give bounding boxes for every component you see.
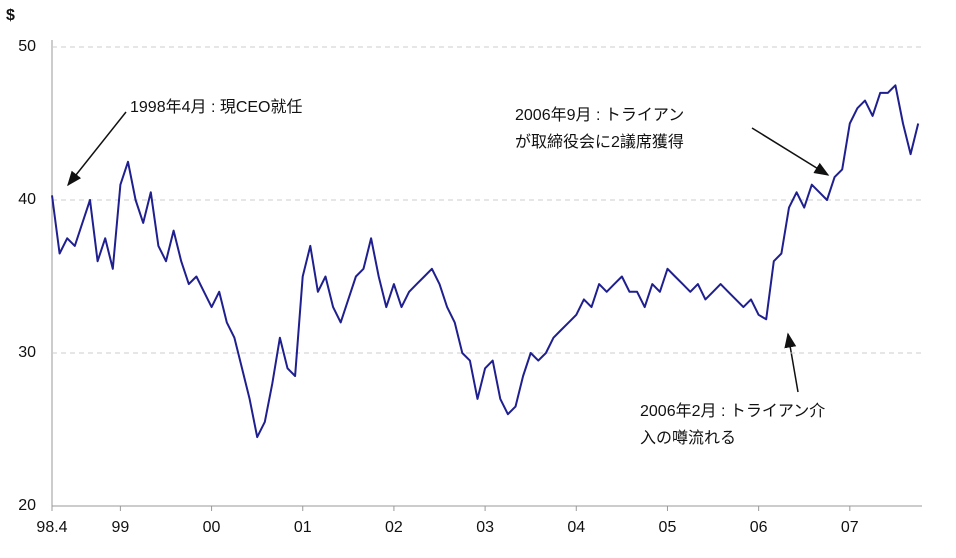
annotation: 2006年2月 : トライアン介 [640,402,825,420]
arrow [751,127,830,176]
y-tick-label: 40 [18,191,36,208]
x-tick-label: 06 [750,519,768,536]
x-tick-label: 02 [385,519,403,536]
y-tick-label: 50 [18,38,36,55]
y-tick-label: 30 [18,344,36,361]
price-line [51,84,920,439]
annotation: 1998年4月 : 現CEO就任 [130,98,303,116]
y-unit: $ [6,7,15,24]
x-tick-label: 04 [567,519,585,536]
x-tick-label: 99 [111,519,129,536]
annotation: が取締役会に2議席獲得 [515,133,684,151]
arrow [67,111,127,187]
x-tick-label: 98.4 [36,519,67,536]
x-tick-label: 01 [294,519,312,536]
annotation: 2006年9月 : トライアン [515,106,684,124]
x-tick-label: 00 [203,519,221,536]
arrow [784,332,799,393]
annotation: 入の噂流れる [640,429,736,447]
x-tick-label: 05 [659,519,677,536]
y-tick-label: 20 [18,497,36,514]
x-tick-label: 03 [476,519,494,536]
x-tick-label: 07 [841,519,859,536]
